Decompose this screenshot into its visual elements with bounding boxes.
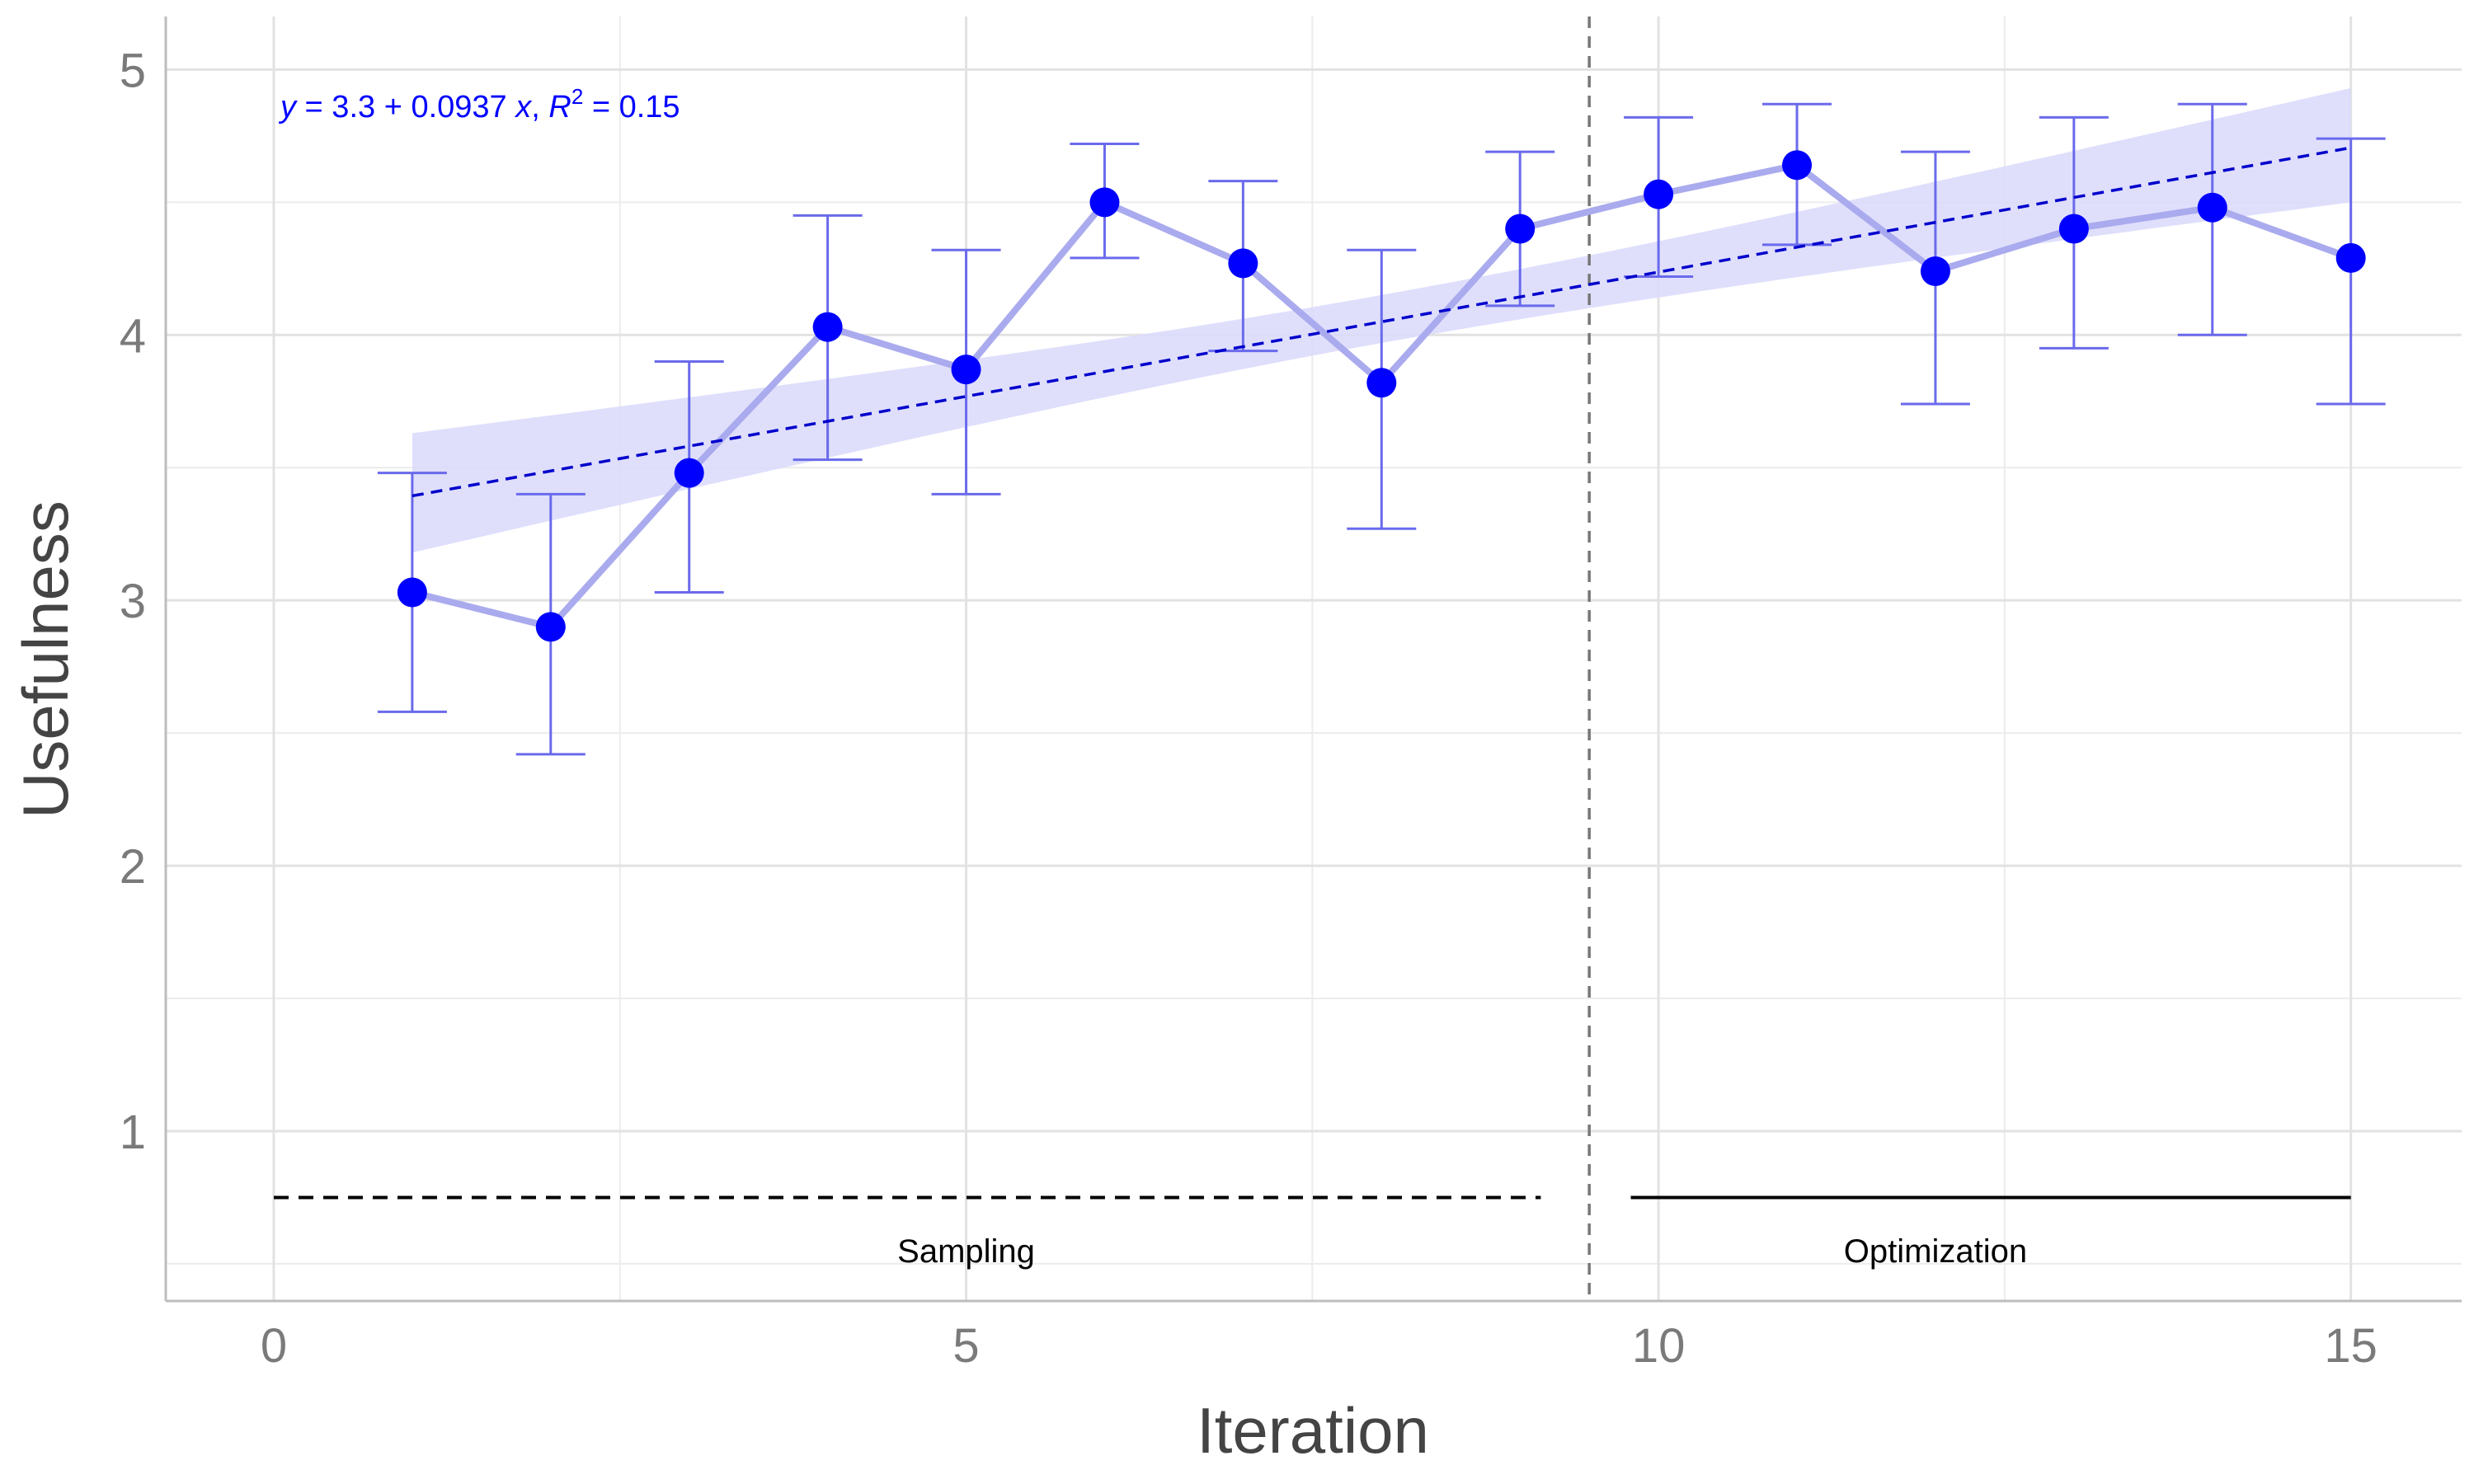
data-point-4	[812, 312, 843, 342]
data-point-7	[1228, 248, 1258, 279]
y-tick-label-1: 1	[120, 1106, 146, 1159]
data-point-15	[2335, 242, 2366, 273]
x-tick-label-15: 15	[2324, 1319, 2378, 1373]
regression-line-layer	[412, 146, 2351, 498]
phase-label-optimization: Optimization	[1844, 1233, 2027, 1270]
data-point-12	[1920, 256, 1950, 287]
equation-body: = 3.3 + 0.0937	[296, 90, 515, 124]
y-tick-label-3: 3	[120, 575, 146, 628]
regression-equation: y = 3.3 + 0.0937 x, R2 = 0.15	[278, 84, 680, 124]
x-tick-label-0: 0	[261, 1319, 287, 1373]
x-tick-label-10: 10	[1632, 1319, 1686, 1373]
axes-layer	[164, 16, 2462, 1303]
data-point-8	[1366, 368, 1397, 398]
regression-line	[412, 146, 2351, 498]
x-axis-title: Iteration	[1197, 1394, 1429, 1467]
data-point-13	[2058, 214, 2089, 244]
data-point-14	[2197, 192, 2227, 223]
data-point-6	[1089, 187, 1120, 218]
labels-layer: Sampling Optimization 0 5 10 15 1 2 3 4 5	[120, 44, 2378, 1373]
y-tick-label-4: 4	[120, 309, 146, 363]
equation-y-var: y	[278, 90, 298, 124]
data-point-9	[1505, 214, 1536, 244]
y-tick-label-2: 2	[120, 840, 146, 894]
equation-r-var: R	[548, 90, 571, 124]
x-tick-label-5: 5	[952, 1319, 979, 1373]
grid-major	[166, 16, 2462, 1301]
equation-r-value: = 0.15	[583, 90, 680, 124]
data-point-11	[1782, 150, 1813, 181]
equation-r-exponent: 2	[571, 84, 583, 109]
y-tick-label-5: 5	[120, 44, 146, 97]
data-point-2	[535, 612, 566, 642]
y-axis-title: Usefulness	[9, 500, 82, 819]
data-point-1	[397, 577, 427, 608]
equation-x-var: x	[514, 90, 533, 124]
points-layer	[397, 150, 2366, 642]
equation-separator: ,	[531, 90, 548, 124]
phase-label-sampling: Sampling	[897, 1233, 1035, 1270]
data-point-5	[951, 355, 981, 385]
data-point-3	[674, 458, 704, 488]
data-point-10	[1644, 179, 1674, 209]
